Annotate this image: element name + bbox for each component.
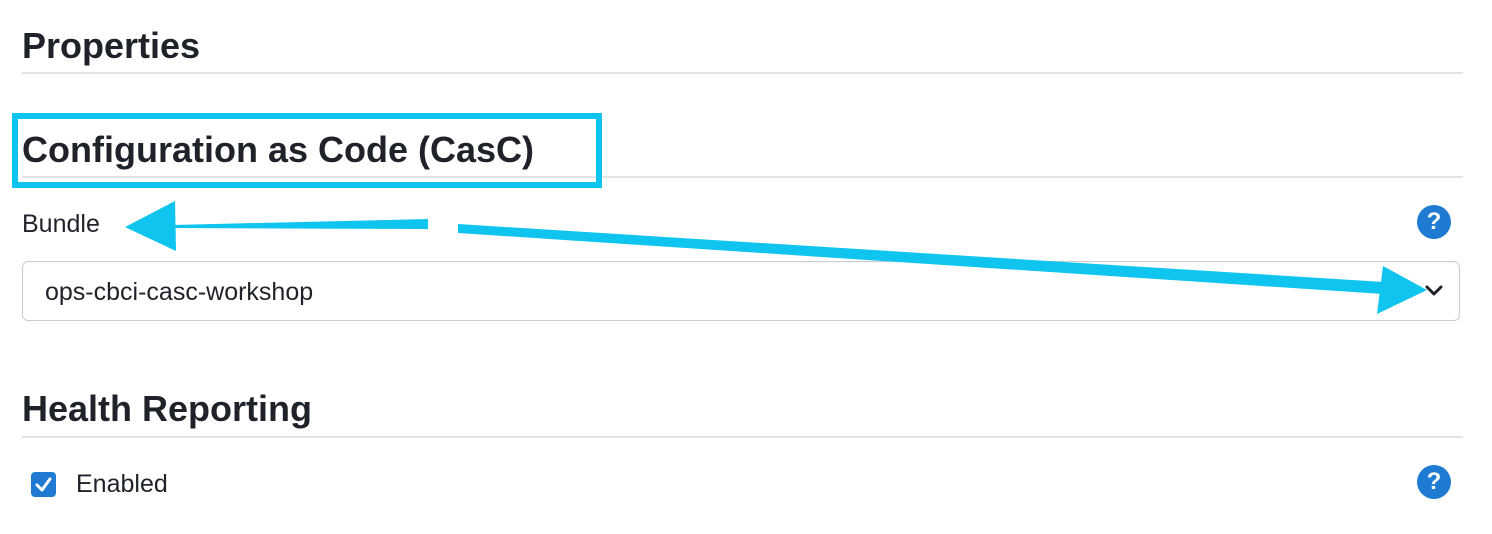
casc-heading: Configuration as Code (CasC) [22, 129, 535, 170]
properties-divider [22, 72, 1463, 74]
health-reporting-heading: Health Reporting [22, 388, 313, 429]
bundle-help-icon[interactable]: ? [1417, 205, 1451, 239]
casc-divider [22, 176, 1463, 178]
health-help-icon[interactable]: ? [1417, 465, 1451, 499]
enabled-checkbox[interactable] [31, 472, 56, 497]
arrow-to-bundle-label [125, 201, 428, 251]
properties-heading: Properties [22, 25, 201, 66]
chevron-down-icon [1425, 285, 1443, 296]
bundle-label: Bundle [22, 210, 100, 238]
checkmark-icon [35, 477, 52, 492]
bundle-select-value: ops-cbci-casc-workshop [45, 278, 314, 306]
health-divider [22, 436, 1463, 438]
enabled-label: Enabled [76, 470, 168, 498]
bundle-select[interactable]: ops-cbci-casc-workshop [22, 261, 1460, 321]
